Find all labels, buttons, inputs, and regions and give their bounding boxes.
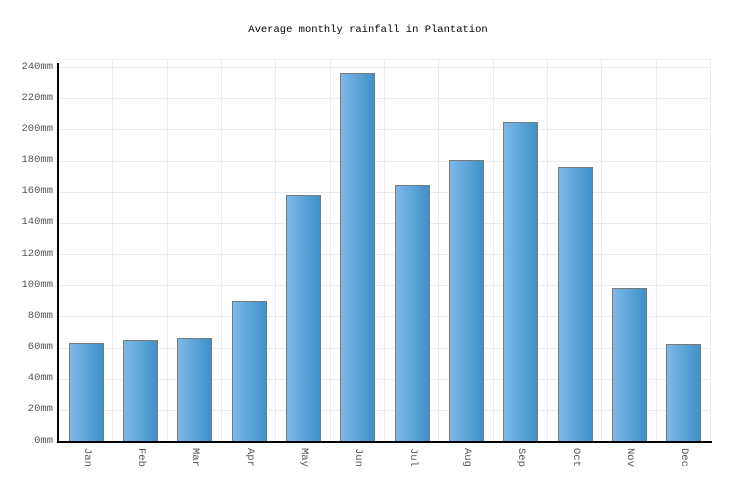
bar-feb <box>123 340 158 441</box>
h-gridline <box>59 129 711 131</box>
v-gridline <box>601 59 603 441</box>
h-gridline <box>59 254 711 255</box>
x-tick-label: Jul <box>406 448 419 467</box>
bar-sep <box>503 122 539 441</box>
plot-top-border <box>59 59 711 60</box>
bar-may <box>286 195 321 441</box>
bar-dec <box>666 344 702 441</box>
x-tick-label: Apr <box>243 448 256 467</box>
y-tick-label: 180mm <box>21 154 53 166</box>
x-tick-label: Jan <box>80 448 93 467</box>
y-tick-label: 240mm <box>21 60 53 73</box>
bar-aug <box>449 160 484 441</box>
h-gridline <box>59 409 711 411</box>
h-gridline <box>59 67 711 68</box>
x-axis <box>57 441 712 443</box>
y-tick-label: 80mm <box>27 309 53 322</box>
v-gridline <box>710 59 711 441</box>
bar-jan <box>68 343 104 441</box>
y-tick-label: 20mm <box>27 403 53 416</box>
h-gridline <box>59 160 711 162</box>
v-gridline <box>275 59 277 441</box>
v-gridline <box>384 59 385 441</box>
bar-apr <box>231 301 267 441</box>
x-tick-label: May <box>298 448 310 467</box>
v-gridline <box>438 59 440 441</box>
bar-oct <box>557 167 593 441</box>
x-tick-label: Feb <box>135 448 147 467</box>
v-gridline <box>655 59 657 441</box>
h-gridline <box>59 285 711 287</box>
y-axis <box>57 63 59 443</box>
v-gridline <box>166 59 168 441</box>
v-gridline <box>112 59 114 441</box>
x-tick-label: Oct <box>569 448 582 467</box>
bar-mar <box>177 338 213 441</box>
v-gridline <box>329 59 331 441</box>
v-gridline <box>547 59 548 441</box>
h-gridline <box>59 98 711 100</box>
x-tick-label: Nov <box>624 448 636 467</box>
x-tick-label: Mar <box>189 448 202 467</box>
bar-nov <box>612 288 647 441</box>
h-gridline <box>59 378 711 380</box>
h-gridline <box>59 347 711 349</box>
y-tick-label: 0mm <box>34 434 53 447</box>
x-tick-label: Dec <box>678 448 691 467</box>
chart-title: Average monthly rainfall in Plantation <box>248 24 488 36</box>
y-tick-label: 160mm <box>21 185 53 198</box>
v-gridline <box>221 59 222 441</box>
y-tick-label: 120mm <box>21 247 53 260</box>
h-gridline <box>59 316 711 318</box>
bar-jul <box>394 185 430 441</box>
bar-jun <box>340 73 376 441</box>
y-tick-label: 200mm <box>21 122 53 135</box>
y-tick-label: 140mm <box>21 216 53 229</box>
h-gridline <box>59 222 711 224</box>
h-gridline <box>59 191 711 193</box>
x-tick-label: Sep <box>515 448 528 467</box>
y-tick-label: 100mm <box>21 278 53 291</box>
v-gridline <box>492 59 494 441</box>
x-tick-label: Aug <box>461 448 473 467</box>
y-tick-label: 220mm <box>21 91 53 104</box>
y-tick-label: 60mm <box>27 341 53 353</box>
plot-area <box>59 59 711 441</box>
x-tick-label: Jun <box>352 448 365 467</box>
y-tick-label: 40mm <box>27 372 53 385</box>
